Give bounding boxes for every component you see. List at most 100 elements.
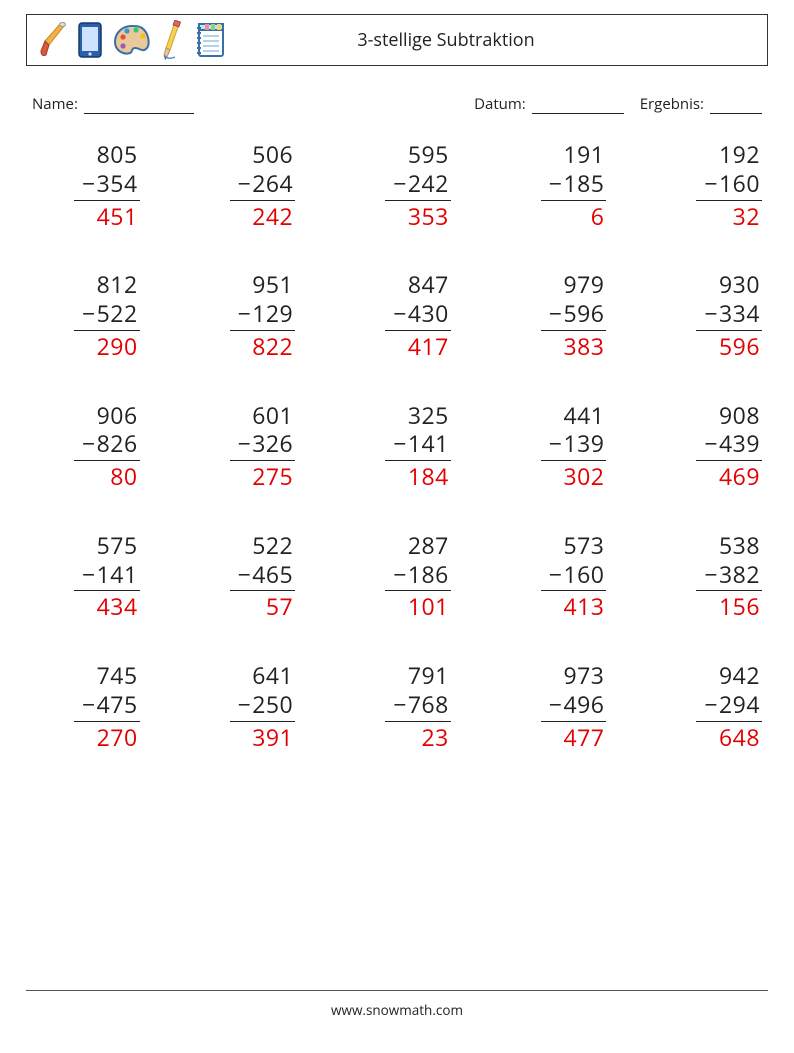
subtrahend: 522 <box>97 297 138 329</box>
subtraction-problem: 287−186101 <box>343 531 451 621</box>
subtrahend: 139 <box>563 427 604 459</box>
minus-sign: − <box>238 167 252 199</box>
subtraction-problem: 192−16032 <box>654 140 762 230</box>
answer: 101 <box>408 591 451 621</box>
answer: 822 <box>252 331 295 361</box>
minuend: 441 <box>563 401 606 430</box>
pencil-icon <box>161 20 183 60</box>
subtrahend: 496 <box>563 688 604 720</box>
subtraction-problem: 601−326275 <box>188 401 296 491</box>
minuend: 847 <box>408 270 451 299</box>
subtraction-problem: 506−264242 <box>188 140 296 230</box>
minus-sign: − <box>82 297 96 329</box>
result-label: Ergebnis: <box>640 94 704 114</box>
minuend: 522 <box>252 531 295 560</box>
minuend: 745 <box>97 661 140 690</box>
meta-row: Name: Datum: Ergebnis: <box>32 94 762 114</box>
minus-sign: − <box>549 427 563 459</box>
subtrahend-row: −264 <box>230 169 296 201</box>
subtrahend-row: −826 <box>74 429 140 461</box>
answer: 477 <box>563 722 606 752</box>
minus-sign: − <box>82 167 96 199</box>
answer: 23 <box>421 722 450 752</box>
subtraction-problem: 951−129822 <box>188 270 296 360</box>
answer: 32 <box>733 201 762 231</box>
subtrahend-row: −160 <box>696 169 762 201</box>
subtrahend-row: −186 <box>385 560 451 592</box>
subtrahend-row: −185 <box>541 169 607 201</box>
answer: 184 <box>408 461 451 491</box>
subtrahend-row: −250 <box>230 690 296 722</box>
answer: 417 <box>408 331 451 361</box>
minuend: 930 <box>719 270 762 299</box>
minus-sign: − <box>238 688 252 720</box>
minuend: 506 <box>252 140 295 169</box>
answer: 290 <box>97 331 140 361</box>
result-blank[interactable] <box>710 99 762 114</box>
header: 3-stellige Subtraktion <box>26 14 768 66</box>
minuend: 192 <box>719 140 762 169</box>
name-blank[interactable] <box>84 99 194 114</box>
subtrahend-row: −430 <box>385 299 451 331</box>
answer: 156 <box>719 591 762 621</box>
subtrahend: 294 <box>719 688 760 720</box>
minuend: 908 <box>719 401 762 430</box>
subtrahend-row: −475 <box>74 690 140 722</box>
subtrahend-row: −141 <box>385 429 451 461</box>
subtrahend: 334 <box>719 297 760 329</box>
subtrahend-row: −139 <box>541 429 607 461</box>
minuend: 951 <box>252 270 295 299</box>
subtrahend-row: −294 <box>696 690 762 722</box>
answer: 6 <box>591 201 607 231</box>
subtrahend-row: −465 <box>230 560 296 592</box>
subtrahend: 465 <box>252 558 293 590</box>
minuend: 595 <box>408 140 451 169</box>
minus-sign: − <box>393 167 407 199</box>
tablet-icon <box>77 21 103 59</box>
subtrahend: 326 <box>252 427 293 459</box>
date-blank[interactable] <box>532 99 624 114</box>
subtrahend-row: −160 <box>541 560 607 592</box>
subtraction-problem: 573−160413 <box>499 531 607 621</box>
minuend: 287 <box>408 531 451 560</box>
answer: 413 <box>563 591 606 621</box>
subtrahend: 141 <box>97 558 138 590</box>
subtrahend-row: −439 <box>696 429 762 461</box>
subtrahend: 596 <box>563 297 604 329</box>
subtrahend: 141 <box>408 427 449 459</box>
minus-sign: − <box>704 688 718 720</box>
minuend: 812 <box>97 270 140 299</box>
subtraction-problem: 522−46557 <box>188 531 296 621</box>
minus-sign: − <box>393 688 407 720</box>
subtrahend: 439 <box>719 427 760 459</box>
minus-sign: − <box>549 167 563 199</box>
minuend: 979 <box>563 270 606 299</box>
answer: 469 <box>719 461 762 491</box>
minuend: 538 <box>719 531 762 560</box>
minuend: 601 <box>252 401 295 430</box>
minus-sign: − <box>82 688 96 720</box>
minus-sign: − <box>82 427 96 459</box>
answer: 242 <box>252 201 295 231</box>
minuend: 575 <box>97 531 140 560</box>
footer: www.snowmath.com <box>26 990 768 1019</box>
minus-sign: − <box>549 297 563 329</box>
palette-icon <box>113 23 151 57</box>
answer: 270 <box>97 722 140 752</box>
minus-sign: − <box>549 688 563 720</box>
subtrahend: 354 <box>97 167 138 199</box>
subtraction-problem: 973−496477 <box>499 661 607 751</box>
subtraction-problem: 930−334596 <box>654 270 762 360</box>
minus-sign: − <box>238 297 252 329</box>
minus-sign: − <box>549 558 563 590</box>
subtrahend-row: −129 <box>230 299 296 331</box>
subtrahend: 250 <box>252 688 293 720</box>
minus-sign: − <box>704 558 718 590</box>
answer: 648 <box>719 722 762 752</box>
subtraction-problem: 575−141434 <box>32 531 140 621</box>
subtrahend-row: −522 <box>74 299 140 331</box>
worksheet-title: 3-stellige Subtraktion <box>185 28 707 52</box>
answer: 57 <box>266 591 295 621</box>
minuend: 325 <box>408 401 451 430</box>
subtrahend: 160 <box>563 558 604 590</box>
